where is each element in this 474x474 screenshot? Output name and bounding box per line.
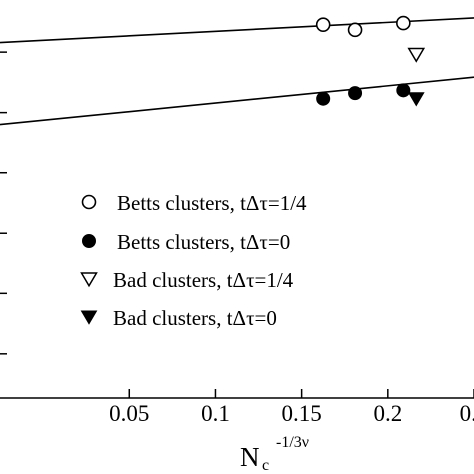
fit-line-0 (0, 17, 474, 44)
point-s0-2 (396, 15, 411, 31)
legend-label-3: Bad clusters, tΔτ=0 (113, 306, 277, 330)
x-axis-title: N c -1/3ν (240, 434, 309, 474)
point-s1-0 (316, 91, 331, 106)
x-tick-label-3: 0.2 (373, 401, 402, 426)
data-points (315, 15, 426, 107)
x-tick-label-2: 0.15 (282, 401, 322, 426)
legend-label-0: Betts clusters, tΔτ=1/4 (117, 191, 307, 215)
point-s0-1 (347, 22, 363, 38)
legend-marker-3 (80, 310, 98, 325)
point-s1-2 (396, 83, 411, 98)
legend-marker-2 (80, 272, 98, 288)
x-axis-title-sup: -1/3ν (276, 434, 309, 451)
x-axis-title-sub: c (262, 457, 269, 474)
legend: Betts clusters, tΔτ=1/4 Betts clusters, t… (80, 191, 307, 330)
x-ticks: 0.05 0.1 0.15 0.2 0.2 (109, 389, 474, 426)
y-ticks (0, 51, 7, 355)
legend-label-2: Bad clusters, tΔτ=1/4 (113, 268, 294, 292)
x-tick-label-0: 0.05 (109, 401, 149, 426)
legend-label-1: Betts clusters, tΔτ=0 (117, 230, 290, 254)
x-tick-label-1: 0.1 (201, 401, 230, 426)
point-s3-0 (407, 92, 425, 107)
legend-marker-0 (81, 194, 97, 210)
point-s1-1 (348, 86, 363, 101)
point-s0-0 (315, 17, 331, 32)
x-axis-title-main: N (240, 442, 260, 472)
point-s2-0 (407, 47, 426, 63)
fit-line-1 (0, 76, 474, 126)
x-tick-label-4: 0.2 (460, 401, 474, 426)
legend-marker-1 (82, 234, 96, 248)
fit-lines (0, 17, 474, 126)
